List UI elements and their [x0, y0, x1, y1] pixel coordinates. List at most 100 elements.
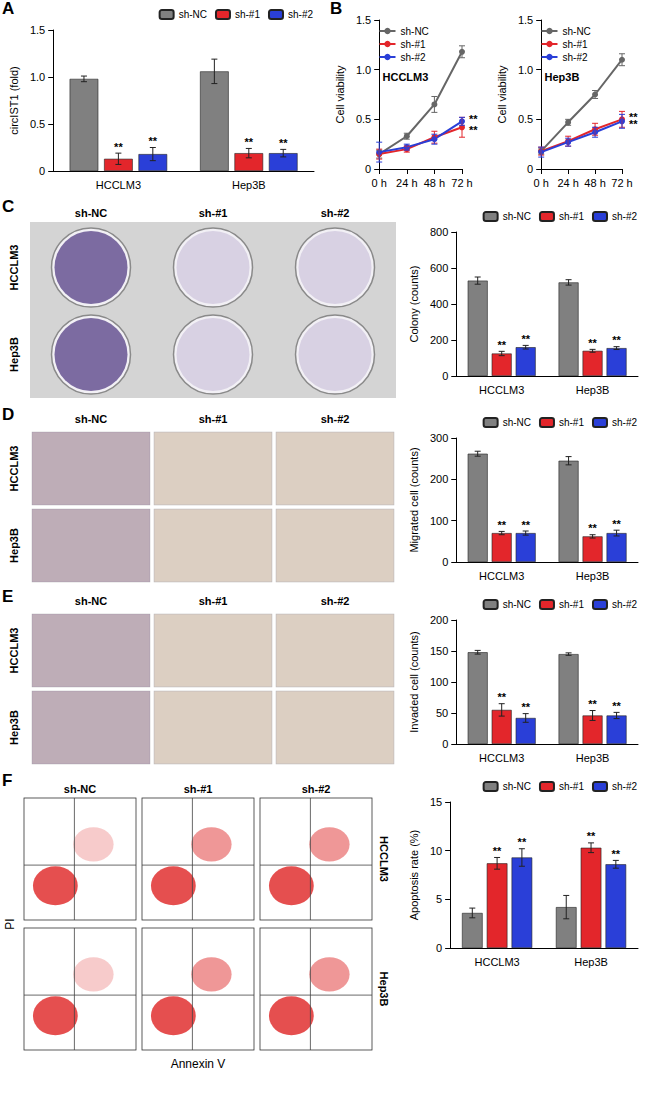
- svg-text:0.5: 0.5: [518, 113, 533, 125]
- svg-text:sh-NC: sh-NC: [503, 781, 531, 792]
- svg-text:**: **: [245, 136, 254, 148]
- svg-text:**: **: [588, 522, 597, 534]
- svg-text:0: 0: [527, 163, 533, 175]
- svg-text:HCCLM3: HCCLM3: [96, 179, 141, 191]
- svg-text:sh-#1: sh-#1: [235, 9, 260, 20]
- svg-text:Cell viability: Cell viability: [334, 65, 346, 124]
- svg-text:50: 50: [436, 707, 448, 719]
- svg-text:sh-#2: sh-#2: [612, 417, 637, 428]
- svg-text:Migrated cell (counts): Migrated cell (counts): [408, 447, 420, 552]
- svg-text:circIST1 (fold): circIST1 (fold): [8, 66, 20, 134]
- svg-text:48 h: 48 h: [424, 177, 445, 189]
- svg-text:Hep3B: Hep3B: [378, 972, 390, 1007]
- svg-text:sh-#1: sh-#1: [184, 783, 213, 795]
- svg-text:sh-#1: sh-#1: [563, 39, 588, 50]
- svg-text:sh-#2: sh-#2: [401, 52, 426, 63]
- svg-text:**: **: [497, 519, 506, 531]
- svg-text:HCCLM3: HCCLM3: [479, 384, 524, 396]
- svg-text:HCCLM3: HCCLM3: [8, 628, 20, 674]
- svg-text:1.5: 1.5: [356, 14, 371, 26]
- svg-text:sh-#2: sh-#2: [302, 783, 331, 795]
- svg-text:HCCLM3: HCCLM3: [8, 245, 20, 291]
- svg-text:150: 150: [430, 645, 448, 657]
- svg-text:1.0: 1.0: [518, 64, 533, 76]
- svg-text:24 h: 24 h: [396, 177, 417, 189]
- svg-text:1.5: 1.5: [30, 24, 45, 36]
- svg-text:Invaded cell (counts): Invaded cell (counts): [408, 631, 420, 733]
- svg-text:PI: PI: [3, 918, 17, 929]
- svg-text:sh-#2: sh-#2: [321, 413, 350, 425]
- svg-text:Hep3B: Hep3B: [232, 179, 266, 191]
- svg-text:sh-NC: sh-NC: [179, 9, 207, 20]
- svg-text:sh-#2: sh-#2: [612, 599, 637, 610]
- svg-text:5: 5: [436, 893, 442, 905]
- svg-text:Hep3B: Hep3B: [8, 528, 20, 563]
- svg-text:sh-#1: sh-#1: [559, 417, 584, 428]
- svg-text:0: 0: [442, 370, 448, 382]
- svg-text:300: 300: [430, 432, 448, 444]
- svg-text:**: **: [279, 137, 288, 149]
- svg-text:0: 0: [442, 738, 448, 750]
- svg-text:sh-#1: sh-#1: [401, 39, 426, 50]
- svg-text:0: 0: [442, 556, 448, 568]
- svg-text:400: 400: [430, 298, 448, 310]
- svg-text:1.0: 1.0: [30, 71, 45, 83]
- svg-text:sh-NC: sh-NC: [503, 211, 531, 222]
- svg-text:200: 200: [430, 614, 448, 626]
- svg-text:**: **: [629, 118, 638, 130]
- svg-text:sh-NC: sh-NC: [503, 417, 531, 428]
- svg-text:HCCLM3: HCCLM3: [479, 570, 524, 582]
- svg-text:200: 200: [430, 334, 448, 346]
- svg-text:sh-NC: sh-NC: [75, 595, 107, 607]
- svg-text:200: 200: [430, 473, 448, 485]
- svg-text:sh-#2: sh-#2: [321, 595, 350, 607]
- svg-text:sh-NC: sh-NC: [503, 599, 531, 610]
- svg-text:100: 100: [430, 676, 448, 688]
- svg-text:Hep3B: Hep3B: [8, 710, 20, 745]
- svg-text:sh-#1: sh-#1: [199, 207, 228, 219]
- svg-text:72 h: 72 h: [451, 177, 472, 189]
- svg-text:sh-#1: sh-#1: [199, 595, 228, 607]
- svg-text:48 h: 48 h: [584, 177, 605, 189]
- svg-text:Colony (counts): Colony (counts): [408, 265, 420, 342]
- svg-text:HCCLM3: HCCLM3: [383, 71, 429, 83]
- svg-text:Hep3B: Hep3B: [576, 752, 610, 764]
- svg-text:**: **: [612, 848, 621, 860]
- svg-text:**: **: [149, 135, 158, 147]
- svg-text:15: 15: [430, 796, 442, 808]
- svg-text:Apoptosis rate (%): Apoptosis rate (%): [408, 830, 420, 920]
- svg-text:sh-#2: sh-#2: [612, 781, 637, 792]
- svg-text:**: **: [588, 337, 597, 349]
- svg-text:**: **: [469, 113, 478, 125]
- svg-text:sh-NC: sh-NC: [563, 26, 591, 37]
- svg-text:sh-NC: sh-NC: [64, 783, 96, 795]
- svg-text:0.5: 0.5: [30, 118, 45, 130]
- svg-text:**: **: [493, 845, 502, 857]
- svg-text:24 h: 24 h: [557, 177, 578, 189]
- svg-text:**: **: [469, 124, 478, 136]
- svg-text:Hep3B: Hep3B: [576, 570, 610, 582]
- svg-text:Hep3B: Hep3B: [576, 384, 610, 396]
- svg-text:**: **: [518, 836, 527, 848]
- svg-text:sh-#2: sh-#2: [563, 52, 588, 63]
- svg-text:**: **: [612, 518, 621, 530]
- svg-text:**: **: [521, 333, 530, 345]
- svg-text:0: 0: [39, 165, 45, 177]
- svg-text:0 h: 0 h: [372, 177, 387, 189]
- svg-text:1.5: 1.5: [518, 14, 533, 26]
- svg-text:HCCLM3: HCCLM3: [474, 956, 519, 968]
- svg-text:**: **: [497, 339, 506, 351]
- svg-text:sh-#2: sh-#2: [321, 207, 350, 219]
- svg-text:0 h: 0 h: [534, 177, 549, 189]
- svg-text:600: 600: [430, 262, 448, 274]
- svg-text:**: **: [114, 141, 123, 153]
- svg-text:0: 0: [365, 163, 371, 175]
- svg-text:sh-NC: sh-NC: [75, 413, 107, 425]
- svg-text:100: 100: [430, 515, 448, 527]
- svg-text:HCCLM3: HCCLM3: [8, 446, 20, 492]
- svg-text:Hep3B: Hep3B: [574, 956, 608, 968]
- svg-text:HCCLM3: HCCLM3: [378, 836, 390, 882]
- svg-text:sh-#1: sh-#1: [559, 781, 584, 792]
- svg-text:**: **: [588, 698, 597, 710]
- svg-text:sh-#1: sh-#1: [199, 413, 228, 425]
